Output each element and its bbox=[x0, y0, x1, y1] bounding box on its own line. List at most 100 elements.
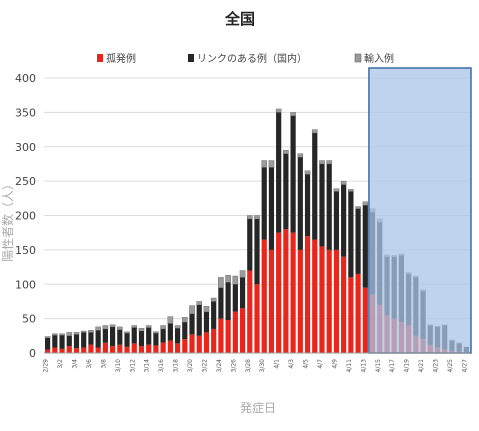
bar-segment bbox=[203, 332, 210, 354]
bar-segment bbox=[153, 333, 159, 346]
x-tick-label: 4/15 bbox=[375, 359, 382, 373]
x-axis-label: 発症日 bbox=[240, 400, 276, 415]
highlight-region bbox=[368, 67, 472, 354]
bar-segment bbox=[73, 348, 80, 353]
y-tick-label: 50 bbox=[22, 313, 36, 326]
bar-segment bbox=[326, 249, 332, 354]
x-tick-label: 3/28 bbox=[245, 359, 252, 373]
legend-label-imported: 輸入例 bbox=[364, 52, 394, 65]
bar-segment bbox=[95, 326, 101, 331]
bar-segment bbox=[312, 133, 318, 240]
bar-segment bbox=[167, 316, 174, 324]
bar-segment bbox=[203, 311, 210, 333]
bar-segment bbox=[239, 277, 246, 309]
bar-segment bbox=[81, 332, 87, 348]
x-tick-label: 3/10 bbox=[115, 359, 122, 373]
y-tick-label: 400 bbox=[15, 72, 36, 85]
x-tick-label: 4/7 bbox=[317, 359, 324, 369]
x-tick-label: 3/30 bbox=[259, 359, 266, 373]
bar-segment bbox=[81, 347, 87, 353]
bar-segment bbox=[239, 308, 246, 353]
bar-segment bbox=[182, 339, 188, 353]
chart-title: 全国 bbox=[224, 10, 255, 28]
bar-segment bbox=[225, 320, 231, 353]
legend: 孤発例 リンクのある例（国内） 輸入例 bbox=[97, 52, 394, 65]
bar-segment bbox=[95, 347, 101, 353]
bar-segment bbox=[276, 112, 282, 233]
bar-segment bbox=[59, 335, 65, 349]
y-tick-label: 150 bbox=[15, 244, 36, 257]
bar-segment bbox=[261, 167, 267, 240]
bar-segment bbox=[109, 326, 116, 347]
bar-segment bbox=[167, 340, 173, 354]
bar-segment bbox=[239, 270, 246, 278]
legend-swatch-solo bbox=[97, 54, 103, 62]
bar-segment bbox=[290, 112, 296, 117]
bar-segment bbox=[268, 249, 275, 354]
y-tick-label: 0 bbox=[29, 347, 36, 360]
bar-segment bbox=[174, 325, 181, 329]
bar-segment bbox=[109, 324, 116, 328]
x-tick-label: 3/2 bbox=[57, 359, 64, 369]
bar-segment bbox=[45, 337, 51, 350]
bar-segment bbox=[174, 343, 181, 354]
bar-segment bbox=[218, 318, 224, 354]
bar-segment bbox=[124, 333, 130, 347]
bar-segment bbox=[138, 346, 145, 354]
bar-segment bbox=[225, 275, 231, 283]
bar-segment bbox=[254, 215, 260, 220]
x-tick-label: 4/27 bbox=[461, 359, 468, 373]
y-tick-label: 200 bbox=[15, 210, 36, 223]
x-tick-label: 3/24 bbox=[216, 359, 223, 373]
bar-segment bbox=[268, 167, 275, 250]
bar-segment bbox=[297, 157, 303, 250]
bar-segment bbox=[146, 344, 152, 353]
x-tick-label: 2/29 bbox=[43, 359, 50, 373]
bar-segment bbox=[341, 184, 347, 257]
x-tick-label: 3/4 bbox=[71, 359, 78, 369]
bar-segment bbox=[95, 330, 101, 348]
y-tick-label: 350 bbox=[15, 106, 36, 119]
bar-segment bbox=[290, 232, 296, 353]
bar-segment bbox=[160, 325, 166, 330]
x-tick-label: 4/13 bbox=[360, 359, 367, 373]
bar-segment bbox=[117, 326, 123, 330]
y-axis-label: 陽性者数（人） bbox=[0, 178, 15, 262]
bar-segment bbox=[276, 232, 282, 353]
bar-segment bbox=[45, 349, 51, 353]
x-tick-label: 3/16 bbox=[158, 359, 165, 373]
bar-segment bbox=[297, 249, 303, 354]
bar-segment bbox=[311, 129, 318, 134]
bar-segment bbox=[304, 236, 311, 354]
bar-segment bbox=[174, 328, 181, 344]
x-axis-ticks: 2/29 3/2 3/4 3/6 3/8 3/10 3/12 3/14 3/16 3/18 3/20… bbox=[43, 359, 469, 373]
bar-segment bbox=[80, 330, 87, 333]
bar-segment bbox=[138, 331, 145, 347]
bar-segment bbox=[319, 160, 325, 165]
bar-segment bbox=[203, 306, 210, 312]
bar-segment bbox=[102, 325, 109, 330]
x-tick-label: 3/18 bbox=[173, 359, 180, 373]
bar-segment bbox=[283, 229, 289, 353]
bar-segment bbox=[326, 160, 333, 165]
bar-segment bbox=[312, 239, 318, 353]
bar-segment bbox=[211, 301, 217, 329]
bar-segment bbox=[333, 188, 340, 192]
x-tick-label: 3/8 bbox=[100, 359, 107, 369]
bar-segment bbox=[88, 344, 94, 353]
bar-segment bbox=[117, 329, 123, 345]
bar-segment bbox=[145, 325, 152, 328]
bar-segment bbox=[153, 331, 159, 334]
bar-segment bbox=[218, 277, 224, 288]
legend-swatch-linked bbox=[188, 54, 194, 62]
x-tick-label: 4/21 bbox=[418, 359, 425, 373]
bar-segment bbox=[189, 313, 195, 335]
legend-label-solo: 孤発例 bbox=[106, 52, 136, 65]
x-tick-label: 4/11 bbox=[346, 359, 353, 373]
bar-segment bbox=[247, 218, 253, 271]
x-tick-label: 4/23 bbox=[433, 359, 440, 373]
bar-segment bbox=[102, 342, 108, 353]
bar-segment bbox=[319, 163, 325, 247]
bar-segment bbox=[355, 206, 361, 209]
